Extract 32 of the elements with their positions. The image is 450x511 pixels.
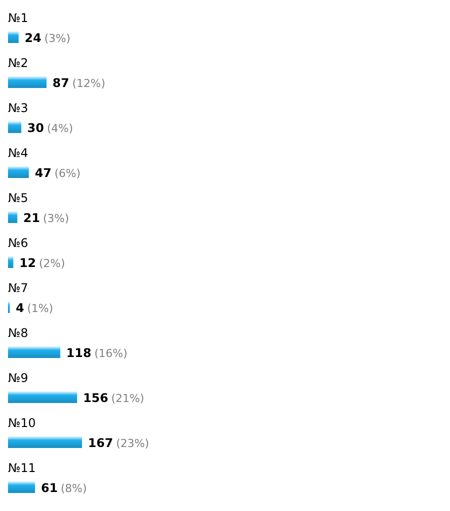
- data-label: 156 (21%): [83, 391, 144, 405]
- bar: [8, 31, 19, 43]
- data-label: 21 (3%): [23, 211, 70, 225]
- y-tick-label: №6: [8, 236, 28, 250]
- y-tick-label: №8: [8, 326, 28, 340]
- y-tick-label: №10: [8, 416, 36, 430]
- data-label: 118 (16%): [66, 346, 128, 360]
- data-label: 12 (2%): [19, 256, 66, 270]
- y-tick-label: №4: [8, 146, 28, 160]
- y-tick-label: №3: [8, 101, 28, 115]
- data-label: 47 (6%): [34, 166, 81, 180]
- bar: [8, 211, 18, 223]
- y-tick-label: №7: [8, 281, 28, 295]
- y-tick-label: №5: [8, 191, 28, 205]
- data-label: 30 (4%): [27, 121, 74, 135]
- bar: [8, 121, 22, 133]
- data-label: 24 (3%): [24, 31, 70, 45]
- bar: [8, 436, 82, 448]
- bar: [8, 346, 60, 358]
- data-label: 167 (23%): [88, 436, 150, 450]
- data-label: 87 (12%): [52, 76, 106, 90]
- bar: [8, 391, 78, 403]
- bar: [8, 256, 14, 268]
- y-tick-label: №11: [8, 461, 36, 475]
- bar: [8, 481, 36, 493]
- data-label: 4 (1%): [16, 301, 54, 315]
- data-label: 61 (8%): [41, 481, 87, 495]
- y-tick-label: №1: [8, 11, 28, 25]
- bar: [8, 76, 47, 88]
- y-tick-label: №9: [8, 371, 28, 385]
- bar: [8, 166, 29, 178]
- y-tick-label: №2: [8, 56, 28, 70]
